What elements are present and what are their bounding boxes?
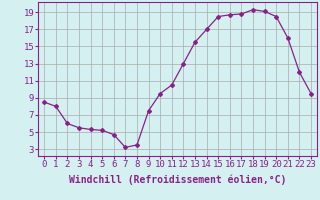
X-axis label: Windchill (Refroidissement éolien,°C): Windchill (Refroidissement éolien,°C): [69, 175, 286, 185]
